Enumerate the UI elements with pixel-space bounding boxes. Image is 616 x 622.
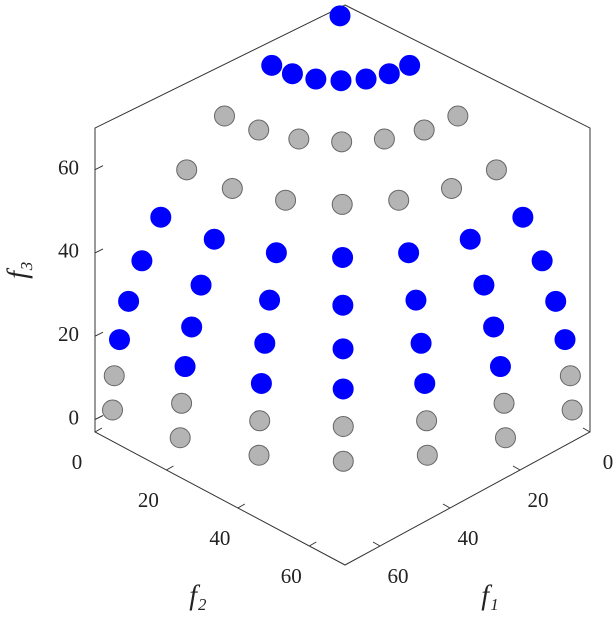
point: [554, 329, 576, 351]
point: [416, 444, 438, 466]
point: [559, 365, 581, 387]
z-tick-label: 0: [69, 405, 80, 429]
x-tick-label: 20: [528, 488, 549, 512]
y-tick-label: 40: [209, 526, 230, 550]
point: [405, 289, 427, 311]
point: [102, 399, 123, 421]
y-tick: [166, 465, 174, 471]
point: [250, 372, 272, 394]
point: [332, 246, 354, 268]
point: [512, 206, 534, 228]
point: [176, 159, 198, 181]
x-tick-label: 60: [388, 564, 409, 588]
point: [214, 105, 235, 127]
point: [473, 274, 495, 296]
point: [265, 242, 287, 264]
point: [441, 177, 463, 199]
y-tick: [309, 541, 317, 547]
point: [332, 450, 354, 472]
point: [249, 410, 271, 432]
point: [305, 68, 327, 90]
point: [288, 128, 310, 150]
y-tick-label: 0: [72, 450, 83, 474]
point: [281, 63, 303, 85]
point: [331, 131, 353, 153]
x-tick: [582, 427, 591, 433]
point: [494, 427, 516, 449]
z-tick-label: 20: [58, 322, 79, 346]
y-tick: [237, 503, 246, 509]
point: [332, 378, 354, 400]
y-axis-label: f₂: [189, 580, 207, 611]
point: [388, 189, 410, 211]
x-tick: [512, 465, 521, 471]
point: [332, 415, 354, 437]
y-tick: [94, 427, 103, 433]
point: [332, 338, 354, 360]
point: [378, 63, 400, 85]
point: [545, 290, 567, 312]
z-tick: [94, 248, 104, 254]
point: [355, 68, 377, 90]
x-tick-label: 0: [603, 450, 614, 474]
point: [259, 289, 281, 311]
z-tick-label: 60: [58, 155, 79, 179]
point: [181, 316, 203, 338]
x-tick-label: 40: [458, 526, 479, 550]
point: [416, 410, 438, 432]
point: [261, 54, 283, 76]
point: [413, 119, 435, 141]
z-tick: [94, 165, 104, 171]
point: [248, 119, 270, 141]
point: [221, 177, 243, 199]
point: [248, 444, 270, 466]
point: [531, 250, 553, 272]
point: [103, 365, 125, 387]
point: [169, 427, 191, 449]
point: [332, 294, 354, 316]
point: [203, 228, 225, 250]
z-tick-label: 40: [58, 239, 79, 263]
x-tick: [372, 541, 381, 547]
point: [131, 250, 153, 272]
point: [459, 228, 481, 250]
point: [485, 159, 507, 181]
x-axis-label: f₁: [481, 580, 499, 611]
point: [489, 356, 511, 378]
x-tick: [442, 503, 451, 509]
point: [493, 392, 515, 414]
point: [118, 290, 140, 312]
point: [330, 70, 352, 92]
point: [109, 329, 130, 351]
point: [171, 392, 193, 414]
z-tick: [94, 331, 104, 337]
point: [399, 54, 421, 76]
point: [373, 128, 395, 150]
point: [483, 316, 505, 338]
point: [414, 372, 436, 394]
point: [150, 206, 172, 228]
point: [329, 5, 351, 27]
axis-box: [94, 4, 591, 566]
point: [174, 356, 196, 378]
point: [447, 105, 469, 127]
point: [275, 189, 297, 211]
z-axis-label: f₃: [2, 261, 33, 279]
point: [190, 274, 212, 296]
point: [410, 332, 432, 354]
z-tick: [94, 415, 104, 420]
point: [561, 399, 583, 421]
point: [398, 242, 420, 264]
point: [331, 193, 353, 215]
point: [254, 332, 276, 354]
y-tick-label: 20: [138, 488, 159, 512]
y-tick-label: 60: [281, 564, 302, 588]
